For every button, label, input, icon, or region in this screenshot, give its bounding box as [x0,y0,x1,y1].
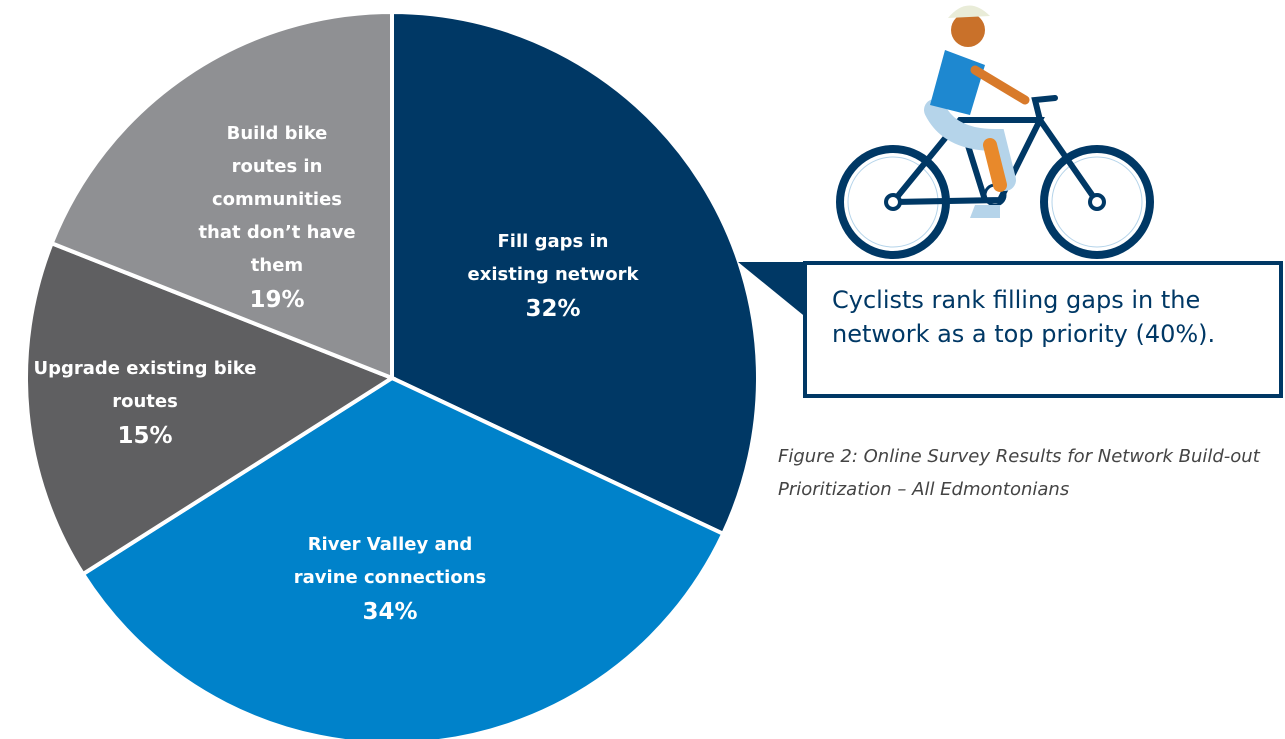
pie-slice [24,240,397,577]
slice-label: Upgrade existing bike routes 15% [20,352,270,454]
value-label: 15% [117,423,173,449]
category-label: Build bike routes in communities that do… [198,123,356,276]
slice-label: River Valley and ravine connections 34% [275,528,505,630]
pie [24,9,760,739]
cyclist-illustration [836,5,1154,259]
category-label: Fill gaps in existing network [467,231,639,285]
annotation: Cyclists rank filling gaps in the networ… [832,286,1216,348]
category-label: Upgrade existing bike routes [33,358,257,412]
callout-pointer [738,262,808,319]
pie-slice [80,375,726,739]
value-label: 32% [525,296,581,322]
callout-box [803,261,1283,398]
pie-slice [390,9,760,537]
category-label: River Valley and ravine connections [293,534,487,588]
caption: Figure 2: Online Survey Results for Netw… [778,446,1260,500]
value-label: 34% [362,599,418,625]
slice-label: Build bike routes in communities that do… [197,117,357,318]
slice-label: Fill gaps in existing network 32% [458,225,648,327]
pie-slice [49,9,394,381]
value-label: 19% [249,287,305,313]
